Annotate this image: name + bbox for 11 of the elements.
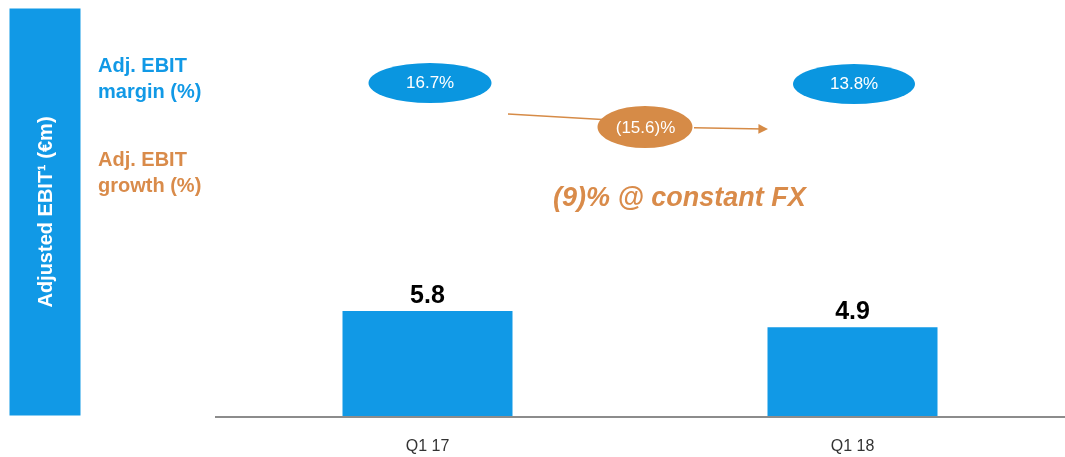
data-label: 5.8 <box>410 280 445 308</box>
text: Adj. EBIT growth (%) <box>98 148 202 196</box>
text: Adj. EBIT margin (%) <box>98 54 202 102</box>
text: (9)% @ constant FX <box>553 182 808 212</box>
text: 13.8% <box>830 74 879 93</box>
text: Adjusted EBIT¹ (€m) <box>34 116 56 308</box>
data-label: 4.9 <box>835 296 870 325</box>
text: 16.7% <box>406 73 455 92</box>
x-tick-label: Q1 17 <box>405 437 450 455</box>
x-tick-label: Q1 18 <box>830 437 875 455</box>
text: (15.6)% <box>615 118 676 137</box>
